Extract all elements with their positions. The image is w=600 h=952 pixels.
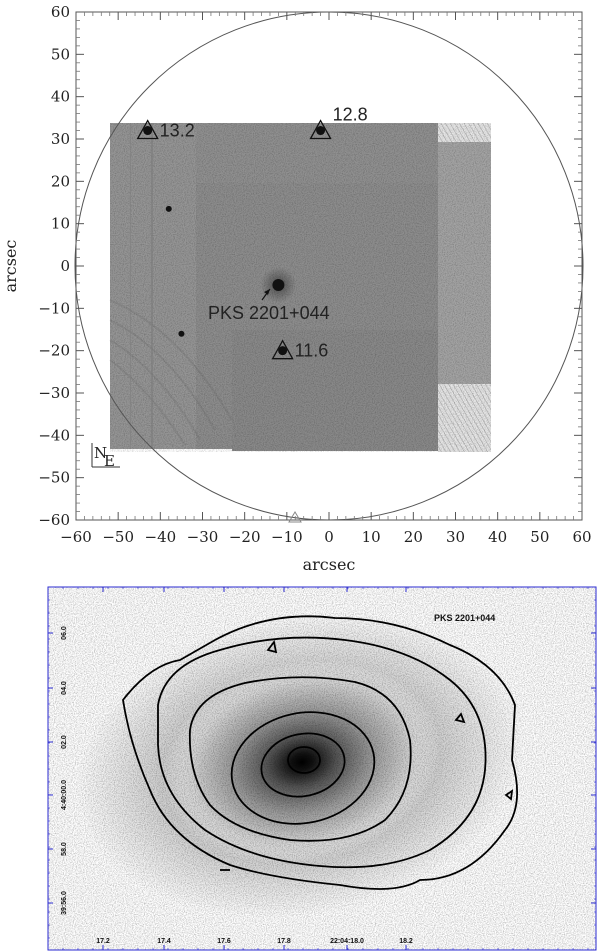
- y-tick-label: −10: [38, 299, 70, 317]
- field-star: [178, 330, 185, 337]
- y-tick-label: 30: [51, 130, 70, 148]
- contour-y-tick-label: 04.0: [61, 681, 68, 695]
- celestial-objects: 13.2 12.8 11.6: [136, 105, 368, 361]
- star-marker-triangle: [271, 339, 294, 360]
- contour-y-tick-label: 39:56.0: [61, 891, 68, 915]
- contour-2: [157, 636, 487, 869]
- y-tick-label: −30: [38, 384, 70, 402]
- axis-tick-labels: −60 −50 −40 −30 −20 −10 0 10 20 30 40 50 60 60 50 40 30 2…: [38, 3, 591, 546]
- contour-blob: [266, 639, 278, 654]
- mosaic-image: [109, 123, 491, 452]
- y-axis-title: arcsec: [1, 240, 20, 293]
- contour-y-tick-label: 4:40:00.0: [61, 780, 68, 810]
- y-tick-label: 40: [51, 88, 70, 106]
- x-tick-label: 60: [572, 528, 591, 546]
- isophote-contours: [122, 615, 518, 890]
- y-tick-label: 10: [51, 215, 70, 233]
- contour-x-tick-label: 17.4: [157, 938, 171, 945]
- x-tick-label: −20: [229, 528, 261, 546]
- y-tick-label: −60: [38, 511, 70, 529]
- contour-title: PKS 2201+044: [434, 613, 495, 623]
- x-tick-label: 50: [530, 528, 549, 546]
- x-tick-label: −10: [271, 528, 303, 546]
- star-marker-triangle: [309, 119, 332, 140]
- contour-blob: [454, 712, 466, 724]
- finding-chart: −60 −50 −40 −30 −20 −10 0 10 20 30 40 50 60 60 50 40 30 2…: [1, 3, 592, 574]
- star-magnitude-label: 12.8: [333, 105, 368, 125]
- contour-frame: [47, 586, 597, 951]
- comparison-star: [316, 126, 326, 136]
- x-tick-label: 10: [362, 528, 381, 546]
- contour-1: [122, 615, 518, 890]
- compass-east-label: E: [104, 452, 115, 470]
- contour-3: [188, 676, 412, 842]
- contour-x-tick-label: 17.6: [217, 938, 231, 945]
- x-tick-label: 30: [446, 528, 465, 546]
- x-axis-title: arcsec: [303, 555, 356, 574]
- contour-5: [260, 732, 346, 798]
- comparison-star: [143, 126, 153, 136]
- contour-x-tick-label: 22:04:18.0: [330, 938, 364, 945]
- star-magnitude-label: 13.2: [160, 121, 195, 141]
- contour-axis-ticks: [48, 587, 596, 950]
- y-tick-label: 20: [51, 172, 70, 190]
- star-marker-triangle: [136, 119, 159, 140]
- contour-y-tick-label: 02.0: [61, 735, 68, 749]
- x-tick-label: −50: [102, 528, 134, 546]
- galaxy-nucleus: [272, 279, 285, 292]
- y-tick-label: 0: [60, 257, 70, 275]
- x-tick-label: 20: [404, 528, 423, 546]
- compass-indicator: N E: [91, 443, 120, 470]
- contour-x-tick-label: 17.2: [96, 938, 110, 945]
- axis-ticks: [75, 11, 583, 521]
- contour-y-tick-label: 58.0: [61, 842, 68, 856]
- contour-y-tick-label: 06.0: [61, 626, 68, 640]
- target-annotation: PKS 2201+044: [208, 288, 330, 323]
- x-tick-label: −60: [60, 528, 92, 546]
- x-tick-label: −40: [145, 528, 177, 546]
- y-tick-label: −50: [38, 469, 70, 487]
- y-tick-label: −20: [38, 342, 70, 360]
- y-tick-label: 50: [51, 45, 70, 63]
- x-tick-label: 0: [324, 528, 334, 546]
- x-tick-label: 40: [488, 528, 507, 546]
- field-star: [165, 205, 172, 212]
- contour-x-tick-label: 17.8: [277, 938, 291, 945]
- contour-axis-tick-labels: 17.2 17.4 17.6 17.8 22:04:18.0 18.2 06.0 04.0 02…: [61, 626, 413, 945]
- contour-plot: 17.2 17.4 17.6 17.8 22:04:18.0 18.2 06.0 04.0 02…: [47, 586, 597, 951]
- compass-north-label: N: [94, 444, 107, 462]
- target-label: PKS 2201+044: [208, 303, 330, 323]
- star-magnitude-label: 11.6: [295, 341, 329, 361]
- contour-6: [287, 746, 321, 774]
- contour-blob: [504, 789, 514, 801]
- contour-4: [230, 711, 376, 825]
- comparison-star: [278, 346, 288, 356]
- contour-x-tick-label: 18.2: [399, 938, 413, 945]
- orientation-marker: [288, 511, 302, 523]
- y-tick-label: 60: [51, 3, 70, 21]
- x-tick-label: −30: [187, 528, 219, 546]
- y-tick-label: −40: [38, 426, 70, 444]
